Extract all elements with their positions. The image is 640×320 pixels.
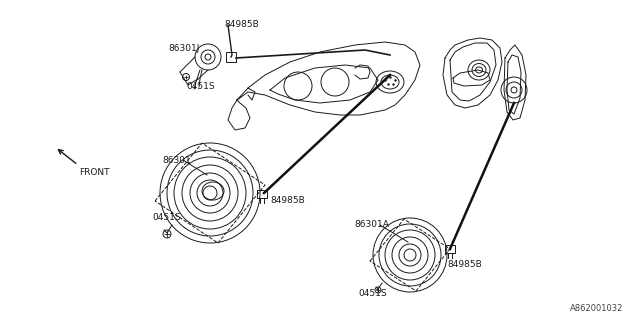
- Bar: [445, 245, 455, 253]
- Bar: [226, 52, 236, 62]
- Text: 86301J: 86301J: [168, 44, 200, 53]
- Text: 0451S: 0451S: [186, 82, 214, 91]
- Text: 0451S: 0451S: [358, 289, 387, 298]
- Text: A862001032: A862001032: [570, 304, 623, 313]
- Text: 86301: 86301: [162, 156, 191, 165]
- Text: 84985B: 84985B: [224, 20, 259, 29]
- Bar: [257, 190, 267, 198]
- Text: 84985B: 84985B: [270, 196, 305, 205]
- Text: 86301A: 86301A: [354, 220, 389, 229]
- Text: FRONT: FRONT: [79, 168, 109, 177]
- Text: 84985B: 84985B: [447, 260, 482, 269]
- Text: 0451S: 0451S: [152, 213, 180, 222]
